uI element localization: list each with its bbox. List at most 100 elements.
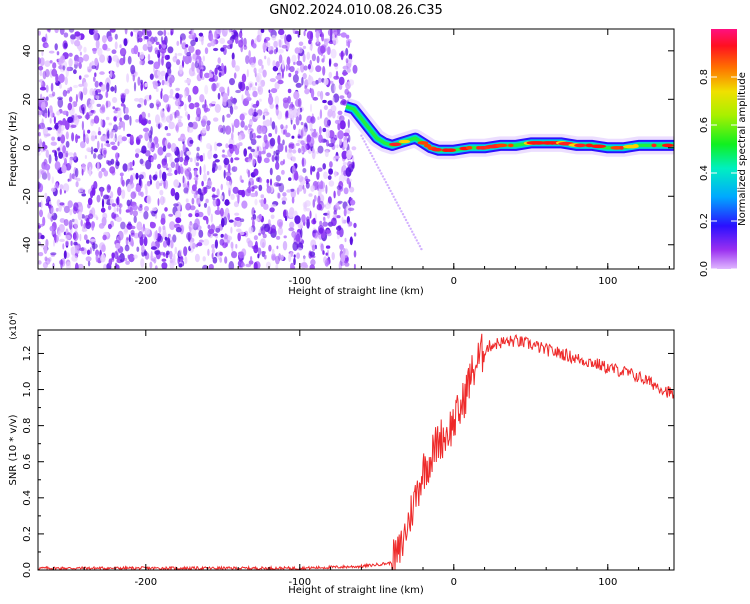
noise-speckle xyxy=(199,68,203,79)
noise-speckle xyxy=(234,148,240,155)
noise-speckle xyxy=(346,149,353,160)
noise-speckle xyxy=(166,76,171,87)
noise-speckle xyxy=(38,170,41,180)
noise-speckle xyxy=(167,46,174,54)
noise-speckle xyxy=(314,213,318,222)
noise-speckle xyxy=(50,109,54,118)
noise-speckle xyxy=(204,47,209,55)
streak-dot xyxy=(417,242,420,245)
noise-speckle xyxy=(57,97,64,108)
noise-speckle xyxy=(49,117,52,124)
noise-speckle xyxy=(48,29,51,33)
noise-speckle xyxy=(38,252,44,257)
noise-speckle xyxy=(212,233,218,237)
noise-speckle xyxy=(214,159,220,163)
noise-speckle xyxy=(139,204,143,208)
noise-speckle xyxy=(281,60,285,70)
noise-speckle xyxy=(63,205,70,214)
noise-speckle xyxy=(327,29,333,37)
noise-speckle xyxy=(65,240,69,246)
colorbar-tick-label: 0.8 xyxy=(699,69,710,85)
x-tick-label: 0 xyxy=(451,276,457,287)
noise-speckle xyxy=(303,255,306,263)
noise-speckle xyxy=(174,246,178,255)
noise-speckle xyxy=(89,238,96,242)
noise-speckle xyxy=(238,142,243,147)
noise-speckle xyxy=(77,56,84,64)
noise-speckle xyxy=(107,35,113,42)
noise-speckle xyxy=(240,120,245,128)
noise-speckle xyxy=(341,98,347,105)
noise-speckle xyxy=(116,207,119,212)
noise-speckle xyxy=(140,119,148,126)
noise-speckle xyxy=(85,256,92,262)
noise-speckle xyxy=(238,81,243,90)
snr-panel: -200 -100 0 100 0.0 0.2 0.4 0.6 0.8 1.0 1.2 Heigh… xyxy=(8,312,675,596)
noise-speckle xyxy=(154,250,161,256)
noise-speckle xyxy=(161,262,168,269)
noise-speckle xyxy=(188,55,192,64)
noise-speckle xyxy=(293,172,299,181)
noise-speckle xyxy=(240,262,246,267)
noise-speckle xyxy=(166,250,170,255)
noise-speckle xyxy=(292,29,296,34)
noise-speckle xyxy=(114,33,118,40)
noise-speckle xyxy=(71,255,78,262)
noise-speckle xyxy=(137,76,141,86)
noise-speckle xyxy=(245,96,252,102)
noise-speckle xyxy=(201,180,204,187)
noise-speckle xyxy=(127,221,132,226)
noise-speckle xyxy=(261,251,266,255)
noise-speckle xyxy=(327,175,332,181)
noise-speckle xyxy=(93,181,98,190)
noise-speckle xyxy=(280,160,284,166)
colorbar-gradient xyxy=(711,29,737,269)
noise-speckle xyxy=(241,73,247,83)
noise-speckle xyxy=(115,159,120,170)
noise-speckle xyxy=(126,237,130,241)
noise-speckle xyxy=(322,250,325,255)
noise-speckle xyxy=(55,73,59,84)
noise-speckle xyxy=(107,185,112,190)
noise-speckle xyxy=(159,195,165,206)
noise-speckle xyxy=(189,139,194,144)
noise-speckle xyxy=(58,224,65,233)
noise-speckle xyxy=(301,126,307,137)
x-tick-label: -100 xyxy=(288,577,311,588)
noise-speckle xyxy=(40,234,45,240)
colorbar-label: Normalized spectral amplitude xyxy=(737,72,748,226)
noise-speckle xyxy=(112,55,119,62)
noise-speckle xyxy=(83,189,86,194)
noise-speckle xyxy=(95,95,100,100)
noise-speckle xyxy=(207,248,210,256)
noise-speckle xyxy=(65,150,69,158)
noise-speckle xyxy=(95,216,99,221)
noise-speckle xyxy=(265,119,271,127)
noise-speckle xyxy=(288,72,292,78)
noise-speckle xyxy=(128,253,135,263)
noise-speckle xyxy=(178,64,183,75)
noise-speckle xyxy=(337,130,344,140)
noise-speckle xyxy=(132,204,139,211)
noise-speckle xyxy=(137,30,143,38)
noise-speckle xyxy=(187,127,194,133)
noise-speckle xyxy=(195,37,198,43)
noise-speckle xyxy=(221,154,228,159)
noise-speckle xyxy=(347,58,353,64)
noise-speckle xyxy=(59,188,62,195)
noise-speckle xyxy=(196,107,201,118)
noise-speckle xyxy=(187,94,192,103)
noise-speckle xyxy=(293,91,300,100)
noise-speckle xyxy=(106,143,111,148)
noise-speckle xyxy=(54,43,58,51)
noise-speckle xyxy=(302,72,307,80)
noise-speckle xyxy=(158,43,162,50)
noise-speckle xyxy=(277,39,283,47)
noise-speckle xyxy=(320,137,324,143)
noise-speckle xyxy=(166,132,171,137)
noise-speckle xyxy=(274,81,280,90)
noise-speckle xyxy=(157,163,161,170)
noise-speckle xyxy=(260,194,265,199)
noise-speckle xyxy=(182,55,186,62)
noise-speckle xyxy=(274,125,278,135)
